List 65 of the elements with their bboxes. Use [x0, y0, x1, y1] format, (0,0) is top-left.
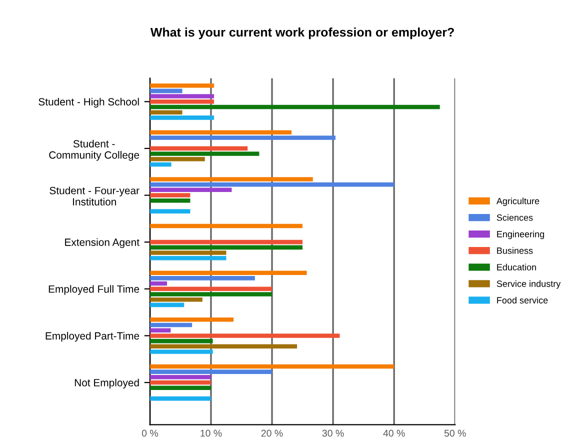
bar	[150, 157, 205, 162]
bar	[150, 177, 313, 182]
bar	[150, 286, 272, 292]
bar	[150, 276, 255, 280]
x-tick-label: 10 %	[200, 430, 222, 437]
bar	[150, 245, 303, 250]
bar	[150, 83, 214, 88]
bar	[150, 188, 232, 192]
x-tick-label: 50 %	[444, 430, 466, 437]
bar	[150, 350, 213, 354]
bar	[150, 224, 303, 228]
y-tick-label: Student - Community College	[49, 140, 140, 161]
y-tick-label: Employed Part-Time	[46, 332, 140, 342]
bar	[150, 370, 272, 374]
x-tick-label: 0 %	[142, 430, 158, 437]
bar	[150, 99, 214, 104]
bar	[150, 344, 298, 349]
y-tick-label: Student - Four-year Institution	[50, 186, 140, 206]
legend-label: Sciences	[496, 214, 533, 221]
bar	[150, 110, 182, 114]
bar	[150, 334, 340, 338]
bar	[150, 302, 184, 308]
bar	[150, 328, 171, 332]
bar	[150, 270, 307, 275]
bar	[150, 130, 292, 135]
bar	[150, 256, 226, 260]
legend-label: Service industry	[496, 280, 561, 289]
bar	[150, 152, 260, 156]
bar	[150, 116, 214, 120]
bar	[150, 162, 172, 167]
bar	[150, 182, 394, 187]
legend-label: Business	[497, 247, 533, 254]
chart-title: What is your current work profession or employer?	[150, 28, 454, 40]
bar	[150, 318, 234, 322]
x-tick-label: 20 %	[261, 430, 283, 437]
bar	[150, 322, 192, 328]
y-tick-label: Not Employed	[74, 378, 139, 388]
bar	[150, 240, 303, 244]
bar	[150, 292, 272, 296]
bar	[150, 198, 190, 203]
bar	[150, 338, 213, 344]
x-tick-label: 30 %	[322, 430, 344, 437]
y-tick-label: Extension Agent	[65, 238, 140, 248]
bar	[150, 386, 211, 390]
bar	[150, 396, 211, 401]
legend-label: Education	[497, 264, 536, 270]
bar	[150, 146, 248, 151]
bar	[150, 375, 211, 380]
legend-label: Engineering	[497, 230, 544, 240]
bar	[150, 104, 440, 110]
bar	[150, 88, 182, 94]
y-tick-label: Student - High School	[38, 98, 139, 108]
bar	[150, 281, 168, 286]
legend-label: Food service	[497, 296, 548, 304]
bar	[150, 250, 226, 255]
legend-label: Agriculture	[496, 198, 540, 206]
bar	[150, 94, 214, 98]
bar	[150, 297, 202, 302]
bar	[150, 193, 190, 198]
bar	[150, 364, 394, 369]
bar	[150, 136, 336, 140]
x-tick-label: 40 %	[383, 430, 405, 437]
bar	[150, 380, 211, 385]
y-tick-label: Employed Full Time	[48, 285, 140, 295]
bar	[150, 209, 190, 214]
